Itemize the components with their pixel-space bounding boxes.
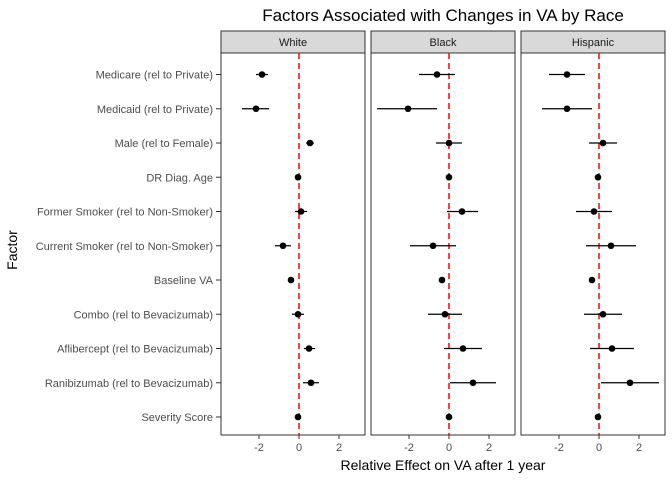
data-point <box>438 276 446 284</box>
facet-strip-label: Black <box>430 37 457 49</box>
y-tick-label: Combo (rel to Bevacizumab) <box>74 309 213 321</box>
data-point <box>294 413 302 421</box>
data-point <box>429 242 437 250</box>
data-point <box>307 379 315 387</box>
y-axis-labels: Medicare (rel to Private) Medicaid (rel t… <box>36 70 221 424</box>
data-point <box>306 139 314 147</box>
facet-panels: White -2 0 2 Black -2 0 2 Hispanic -2 0 2 <box>220 30 666 454</box>
data-point <box>287 276 295 284</box>
panel-border <box>370 52 516 436</box>
data-point <box>458 208 466 215</box>
x-tick-label: 2 <box>336 442 342 454</box>
data-point <box>594 413 602 421</box>
x-tick-label: 2 <box>636 442 642 454</box>
facet-panel-hispanic: Hispanic -2 0 2 <box>520 30 666 454</box>
data-point <box>445 173 453 181</box>
x-tick-label: 0 <box>596 442 602 454</box>
panel-border <box>520 52 666 436</box>
data-point <box>297 208 305 215</box>
y-tick-label: Ranibizumab (rel to Bevacizumab) <box>45 378 213 390</box>
data-point <box>608 345 616 352</box>
data-point <box>599 139 607 147</box>
y-tick-label: Former Smoker (rel to Non-Smoker) <box>37 207 213 219</box>
data-point <box>588 276 596 284</box>
data-point <box>294 173 302 181</box>
y-tick-label: Aflibercept (rel to Bevacizumab) <box>57 344 213 356</box>
y-tick-label: Severity Score <box>141 412 213 424</box>
chart-title: Factors Associated with Changes in VA by… <box>262 6 624 25</box>
data-point <box>294 310 302 318</box>
data-point <box>469 379 477 387</box>
data-point <box>599 310 607 318</box>
x-tick-label: 0 <box>296 442 302 454</box>
y-tick-label: Medicaid (rel to Private) <box>97 104 213 116</box>
data-point <box>404 105 412 113</box>
facet-panel-black: Black -2 0 2 <box>370 30 516 454</box>
data-point <box>607 242 615 250</box>
x-tick-label: -2 <box>254 442 264 454</box>
y-tick-label: Male (rel to Female) <box>115 138 213 150</box>
x-tick-label: 0 <box>446 442 452 454</box>
data-point <box>563 105 571 113</box>
facet-strip-label: White <box>279 37 307 49</box>
facet-panel-white: White -2 0 2 <box>220 30 366 454</box>
facet-strip-label: Hispanic <box>572 37 615 49</box>
y-tick-label: DR Diag. Age <box>146 172 213 184</box>
data-point <box>594 173 602 181</box>
data-point <box>305 345 313 352</box>
x-tick-label: -2 <box>554 442 564 454</box>
panel-border <box>220 52 366 436</box>
y-tick-label: Baseline VA <box>154 275 214 287</box>
data-point <box>441 310 449 318</box>
data-point <box>258 71 266 78</box>
data-point <box>445 413 453 421</box>
y-axis-title: Factor <box>4 230 20 270</box>
data-point <box>459 345 467 352</box>
x-tick-label: -2 <box>404 442 414 454</box>
data-point <box>590 208 598 215</box>
x-tick-label: 2 <box>486 442 492 454</box>
data-point <box>279 242 287 250</box>
x-axis-title: Relative Effect on VA after 1 year <box>341 457 546 473</box>
data-point <box>433 71 441 78</box>
y-tick-label: Medicare (rel to Private) <box>96 70 213 82</box>
data-point <box>445 139 453 147</box>
data-point <box>563 71 571 78</box>
data-point <box>626 379 634 387</box>
data-point <box>252 105 260 113</box>
y-tick-label: Current Smoker (rel to Non-Smoker) <box>36 241 213 253</box>
